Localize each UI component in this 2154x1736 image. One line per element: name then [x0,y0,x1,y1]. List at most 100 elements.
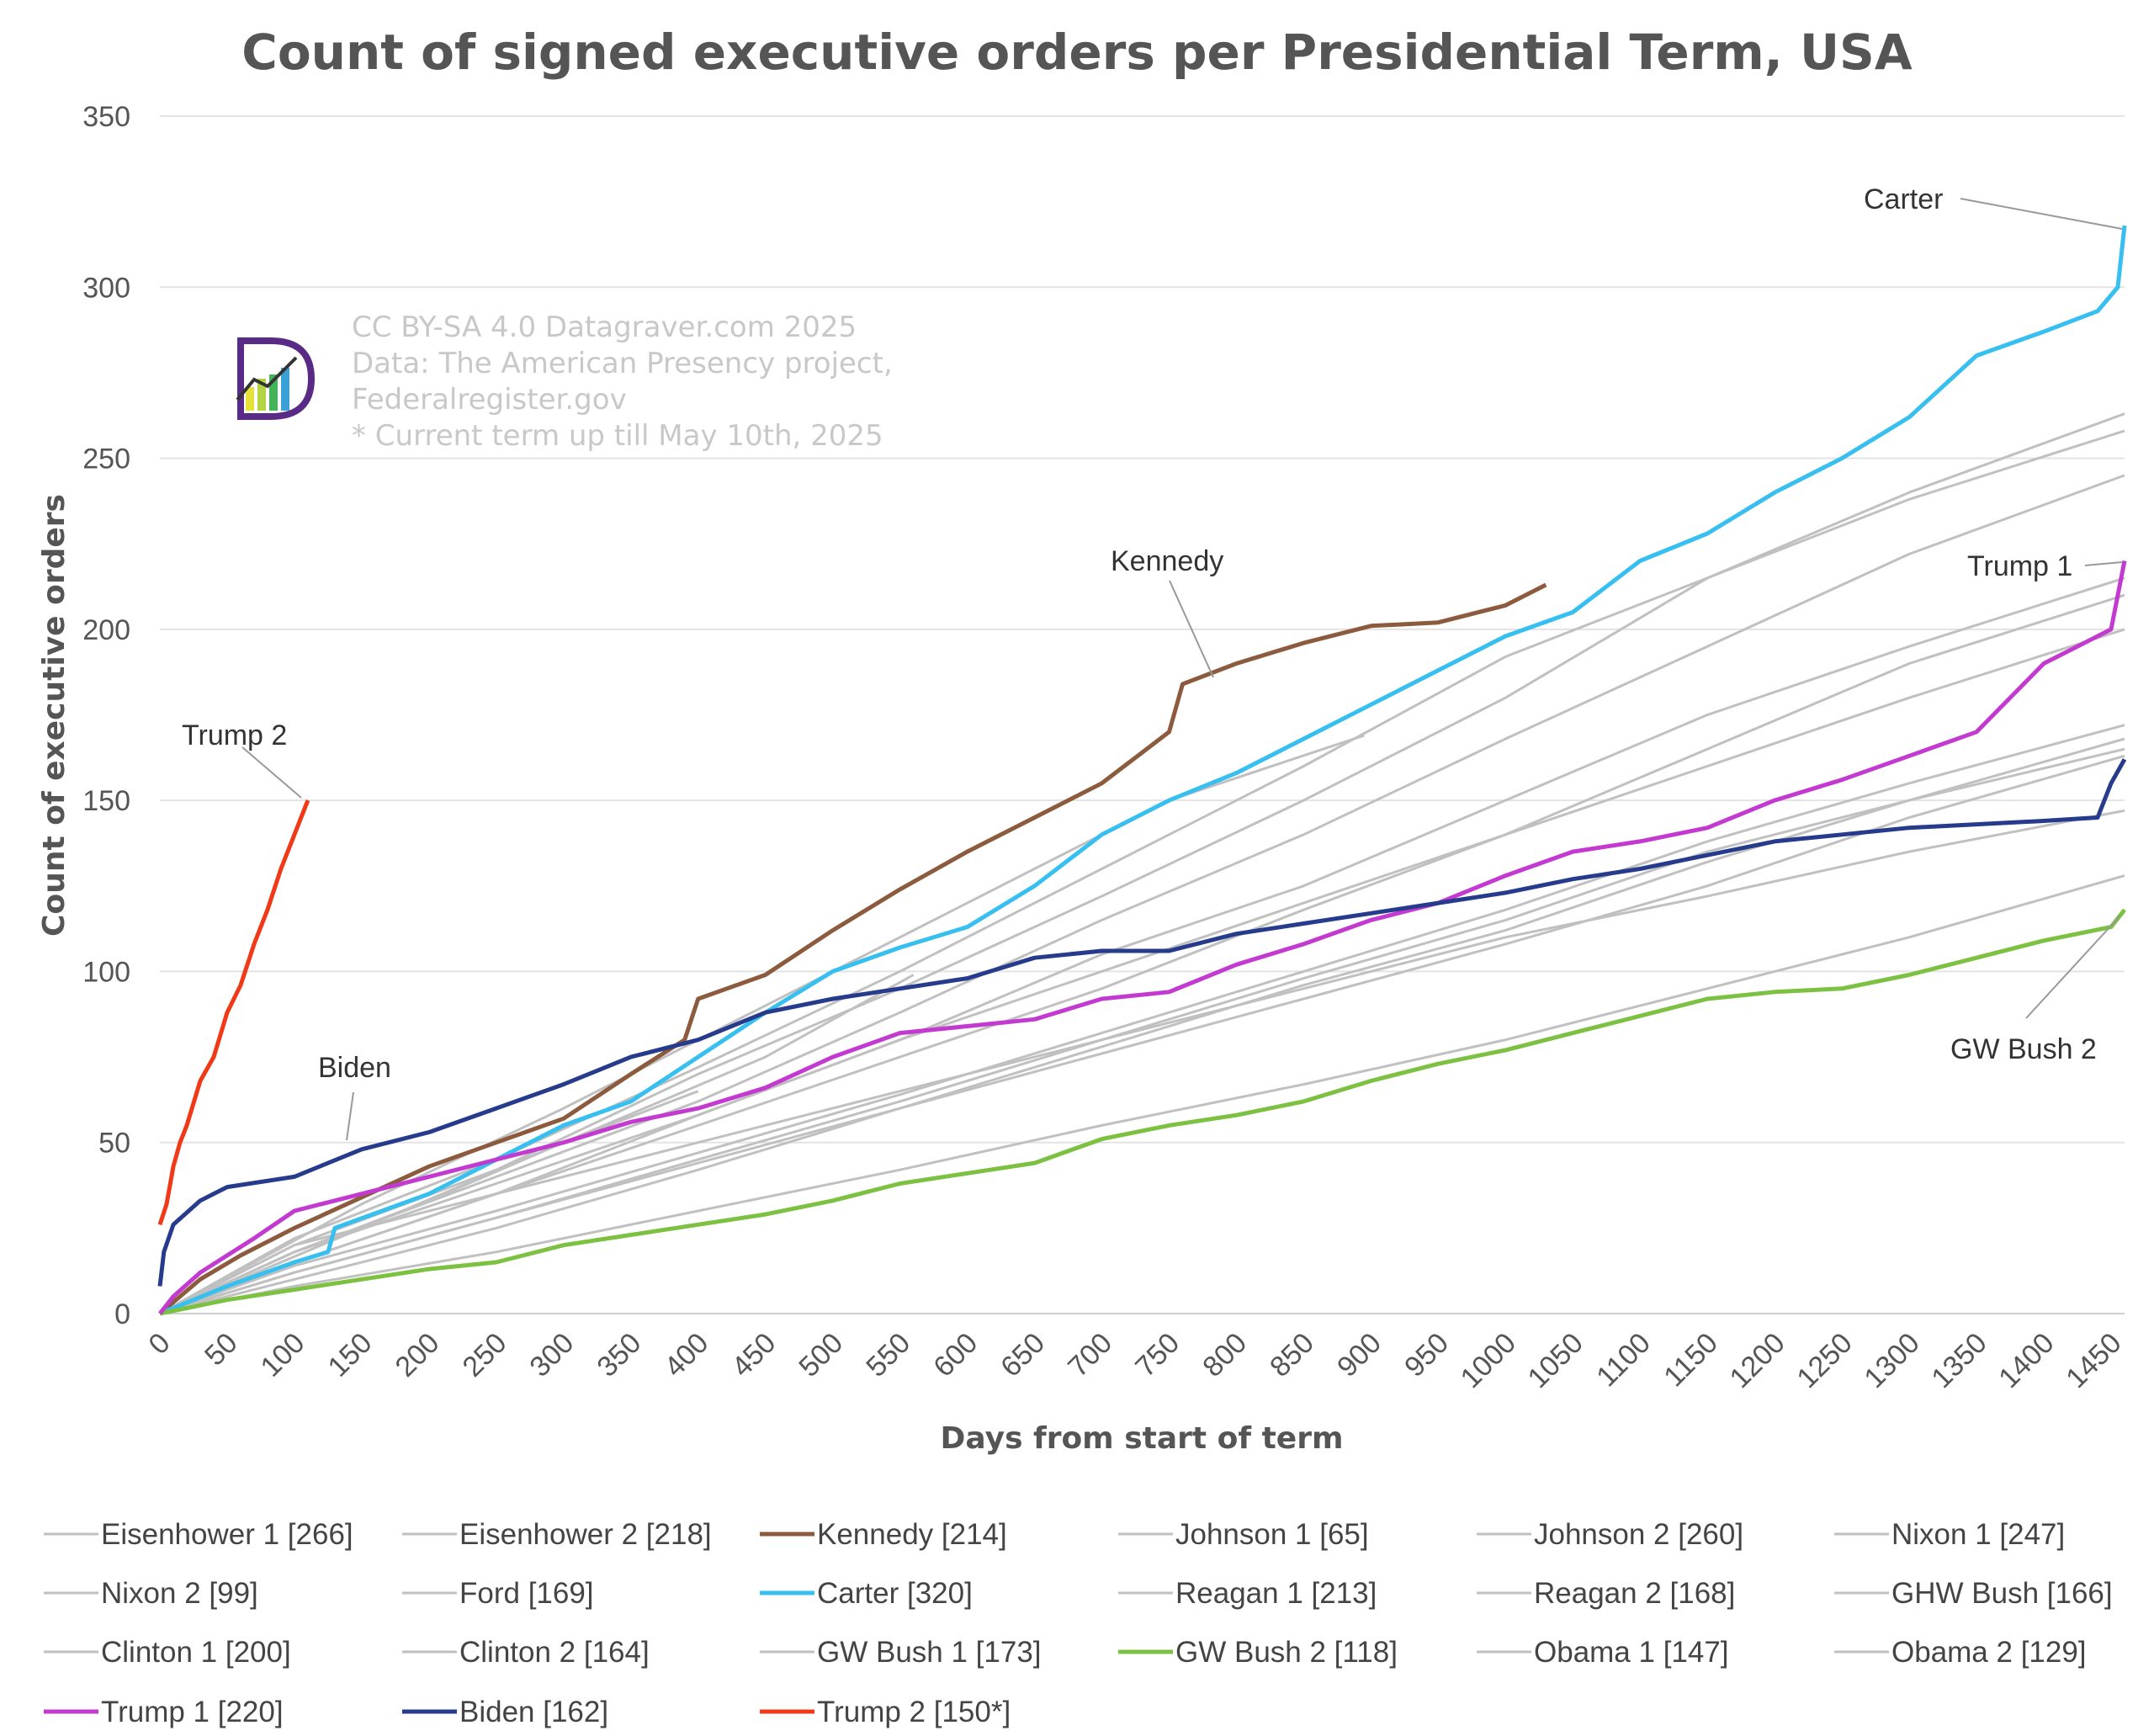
legend-item[interactable]: Johnson 1 [65] [1118,1518,1369,1551]
legend-label: Eisenhower 2 [218] [459,1518,712,1551]
legend-label: Clinton 2 [164] [459,1636,650,1669]
legend-label: Obama 2 [129] [1891,1636,2087,1669]
annotation-gwbush2: GW Bush 2 [1950,1033,2097,1065]
legend-label: Trump 2 [150*] [817,1696,1011,1728]
x-tick-label: 1100 [1590,1327,1657,1394]
x-tick-label: 700 [1062,1327,1118,1383]
y-tick-label: 300 [82,272,130,304]
legend-label: Carter [320] [817,1577,973,1610]
x-tick-label: 1050 [1522,1327,1589,1394]
legend-item[interactable]: Eisenhower 2 [218] [402,1518,712,1551]
x-tick-label: 1400 [1992,1327,2060,1394]
x-tick-label: 1450 [2060,1327,2127,1394]
annotation-leader-gwbush2 [2025,915,2121,1019]
legend-label: Nixon 2 [99] [101,1577,258,1610]
annotation-leader-biden [346,1091,354,1141]
legend-label: Eisenhower 1 [266] [101,1518,353,1551]
legend-item[interactable]: Biden [162] [402,1696,608,1728]
series-line-nixon-1 [159,474,2125,1315]
series-line-trump-1 [158,560,2127,1315]
legend-item[interactable]: GW Bush 2 [118] [1118,1636,1398,1669]
y-tick-label: 0 [114,1298,130,1330]
series-background [159,412,2125,1315]
legend-label: Johnson 2 [260] [1534,1518,1743,1551]
legend-item[interactable]: Nixon 2 [99] [44,1577,258,1610]
x-tick-label: 300 [523,1327,580,1383]
legend-label: Biden [162] [459,1696,608,1728]
legend-label: Obama 1 [147] [1534,1636,1729,1669]
series-highlighted [157,225,2127,1316]
legend-item[interactable]: Obama 1 [147] [1477,1636,1729,1669]
legend-label: Ford [169] [459,1577,594,1610]
annotations: Carter Kennedy Trump 1 Trump 2 Biden GW … [182,183,2123,1141]
legend-item[interactable]: Reagan 1 [213] [1118,1577,1377,1610]
credit-block: CC BY-SA 4.0 Datagraver.com 2025 Data: T… [352,311,893,453]
annotation-kennedy: Kennedy [1111,545,1223,577]
legend-label: GW Bush 1 [173] [817,1636,1042,1669]
x-tick-label: 400 [658,1327,714,1383]
legend-label: Reagan 2 [168] [1534,1577,1735,1610]
x-axis-label: Days from start of term [941,1421,1344,1456]
y-tick-label: 150 [82,785,130,817]
legend-item[interactable]: Nixon 1 [247] [1834,1518,2065,1551]
legend-item[interactable]: Obama 2 [129] [1834,1636,2087,1669]
legend-item[interactable]: Trump 1 [220] [44,1696,284,1728]
x-tick-label: 500 [793,1327,849,1383]
x-tick-label: 600 [927,1327,984,1383]
series-line-clinton-1 [159,628,2125,1315]
series-line-trump-2 [157,799,310,1226]
x-tick-label: 850 [1264,1327,1320,1383]
legend-label: Johnson 1 [65] [1175,1518,1369,1551]
annotation-leader-kennedy [1169,580,1214,678]
x-tick-label: 800 [1196,1327,1253,1383]
legend-item[interactable]: Carter [320] [760,1577,973,1610]
y-tick-label: 350 [82,101,130,133]
legend-item[interactable]: Clinton 2 [164] [402,1636,650,1669]
series-line-reagan-1 [159,593,2125,1315]
legend-item[interactable]: Reagan 2 [168] [1477,1577,1735,1610]
credit-line-4: * Current term up till May 10th, 2025 [352,419,883,453]
legend-item[interactable]: Ford [169] [402,1577,594,1610]
legend: Eisenhower 1 [266] Eisenhower 2 [218] Kenn… [44,1518,2113,1728]
x-tick-label: 900 [1331,1327,1387,1383]
legend-item[interactable]: GW Bush 1 [173] [760,1636,1042,1669]
x-tick-label: 950 [1398,1327,1455,1383]
x-tick-label: 50 [199,1327,244,1372]
annotation-biden: Biden [318,1052,391,1084]
legend-item[interactable]: GHW Bush [166] [1834,1577,2113,1610]
x-tick-label: 1300 [1858,1327,1925,1394]
x-tick-label: 1000 [1455,1327,1522,1394]
legend-item[interactable]: Kennedy [214] [760,1518,1007,1551]
credit-line-1: CC BY-SA 4.0 Datagraver.com 2025 [352,311,857,344]
y-axis-ticks: 0 50 100 150 200 250 300 350 [82,101,130,1330]
legend-label: Clinton 1 [200] [101,1636,291,1669]
credit-line-3: Federalregister.gov [352,383,627,417]
legend-item[interactable]: Clinton 1 [200] [44,1636,291,1669]
x-tick-label: 1250 [1791,1327,1858,1394]
x-tick-label: 150 [322,1327,379,1383]
x-tick-label: 650 [995,1327,1051,1383]
legend-label: Trump 1 [220] [101,1696,284,1728]
annotation-carter: Carter [1864,183,1943,215]
annotation-leader-trump1 [2084,561,2123,566]
series-line-clinton-2 [159,754,2125,1315]
y-tick-label: 250 [82,443,130,475]
series-line-obama-2 [159,874,2125,1315]
series-line-gw-bush-2 [159,908,2126,1316]
x-tick-label: 550 [860,1327,916,1383]
x-tick-label: 350 [591,1327,647,1383]
legend-label: Nixon 1 [247] [1891,1518,2065,1551]
chart-title: Count of signed executive orders per Pre… [241,24,1913,81]
x-tick-label: 450 [725,1327,782,1383]
y-tick-label: 50 [98,1128,130,1160]
legend-item[interactable]: Johnson 2 [260] [1477,1518,1743,1551]
legend-item[interactable]: Trump 2 [150*] [760,1696,1011,1728]
legend-item[interactable]: Eisenhower 1 [266] [44,1518,353,1551]
y-tick-label: 200 [82,614,130,646]
legend-label: Kennedy [214] [817,1518,1007,1551]
annotation-leader-carter [1960,198,2123,230]
annotation-trump1: Trump 1 [1967,550,2072,582]
x-tick-label: 200 [390,1327,446,1383]
x-tick-label: 1350 [1925,1327,1992,1394]
